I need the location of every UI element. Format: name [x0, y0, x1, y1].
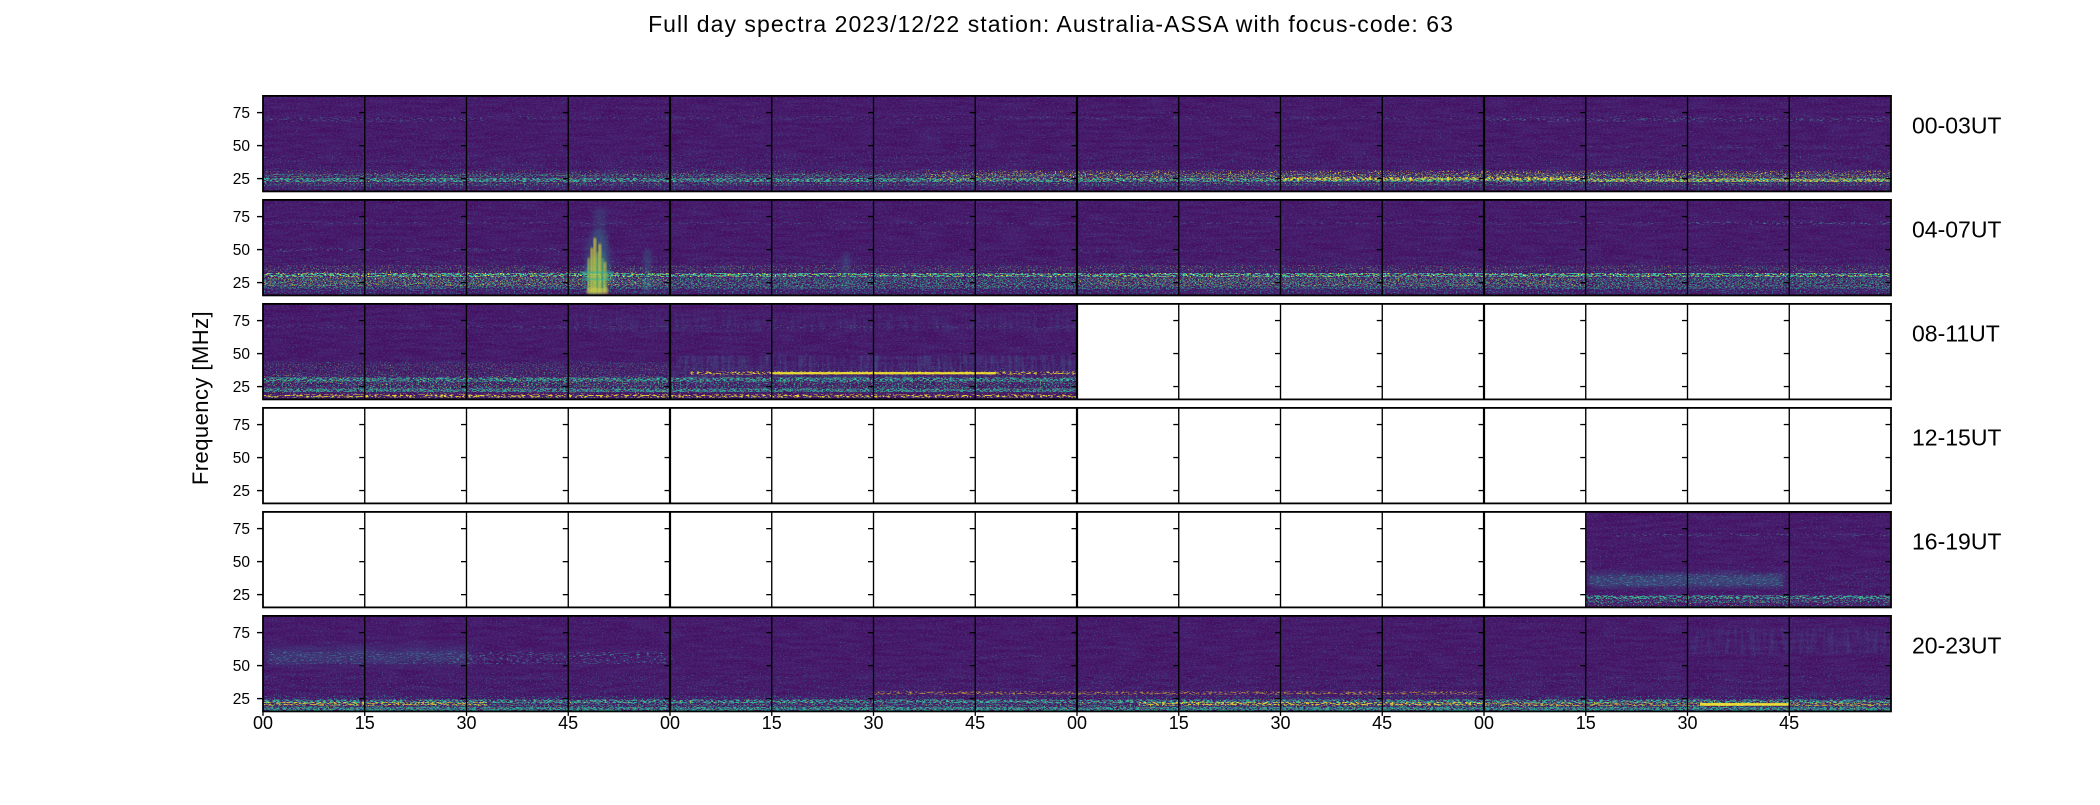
svg-text:50: 50 [233, 242, 251, 259]
svg-text:08-11UT: 08-11UT [1912, 320, 2000, 346]
svg-text:30: 30 [863, 713, 883, 733]
svg-text:Full day spectra 2023/12/22 st: Full day spectra 2023/12/22 station: Aus… [648, 11, 1454, 37]
svg-text:30: 30 [1677, 713, 1697, 733]
svg-text:15: 15 [1576, 713, 1596, 733]
svg-text:25: 25 [233, 691, 250, 708]
svg-text:12-15UT: 12-15UT [1912, 424, 2001, 450]
svg-text:15: 15 [1169, 713, 1189, 733]
svg-text:75: 75 [233, 521, 250, 538]
svg-text:50: 50 [233, 138, 251, 155]
svg-text:15: 15 [355, 713, 375, 733]
svg-text:00: 00 [1067, 713, 1087, 733]
svg-text:50: 50 [233, 346, 251, 363]
svg-text:04-07UT: 04-07UT [1912, 216, 2001, 242]
svg-text:50: 50 [233, 450, 251, 467]
svg-text:45: 45 [1372, 713, 1392, 733]
svg-text:75: 75 [233, 417, 250, 434]
svg-text:16-19UT: 16-19UT [1912, 528, 2001, 554]
svg-text:50: 50 [233, 658, 251, 675]
svg-text:45: 45 [965, 713, 985, 733]
svg-text:00-03UT: 00-03UT [1912, 112, 2001, 138]
svg-text:75: 75 [233, 209, 250, 226]
svg-text:45: 45 [558, 713, 578, 733]
svg-text:00: 00 [1474, 713, 1494, 733]
svg-text:25: 25 [233, 379, 250, 396]
svg-text:30: 30 [456, 713, 476, 733]
svg-text:25: 25 [233, 171, 250, 188]
svg-text:25: 25 [233, 275, 250, 292]
svg-text:00: 00 [660, 713, 680, 733]
svg-text:15: 15 [762, 713, 782, 733]
svg-text:25: 25 [233, 483, 250, 500]
svg-text:Frequency [MHz]: Frequency [MHz] [188, 311, 213, 485]
svg-text:20-23UT: 20-23UT [1912, 632, 2001, 658]
svg-text:75: 75 [233, 313, 250, 330]
svg-text:45: 45 [1779, 713, 1799, 733]
svg-text:25: 25 [233, 587, 250, 604]
svg-text:00: 00 [253, 713, 273, 733]
svg-text:75: 75 [233, 625, 250, 642]
svg-text:30: 30 [1270, 713, 1290, 733]
svg-text:50: 50 [233, 554, 251, 571]
svg-text:75: 75 [233, 105, 250, 122]
